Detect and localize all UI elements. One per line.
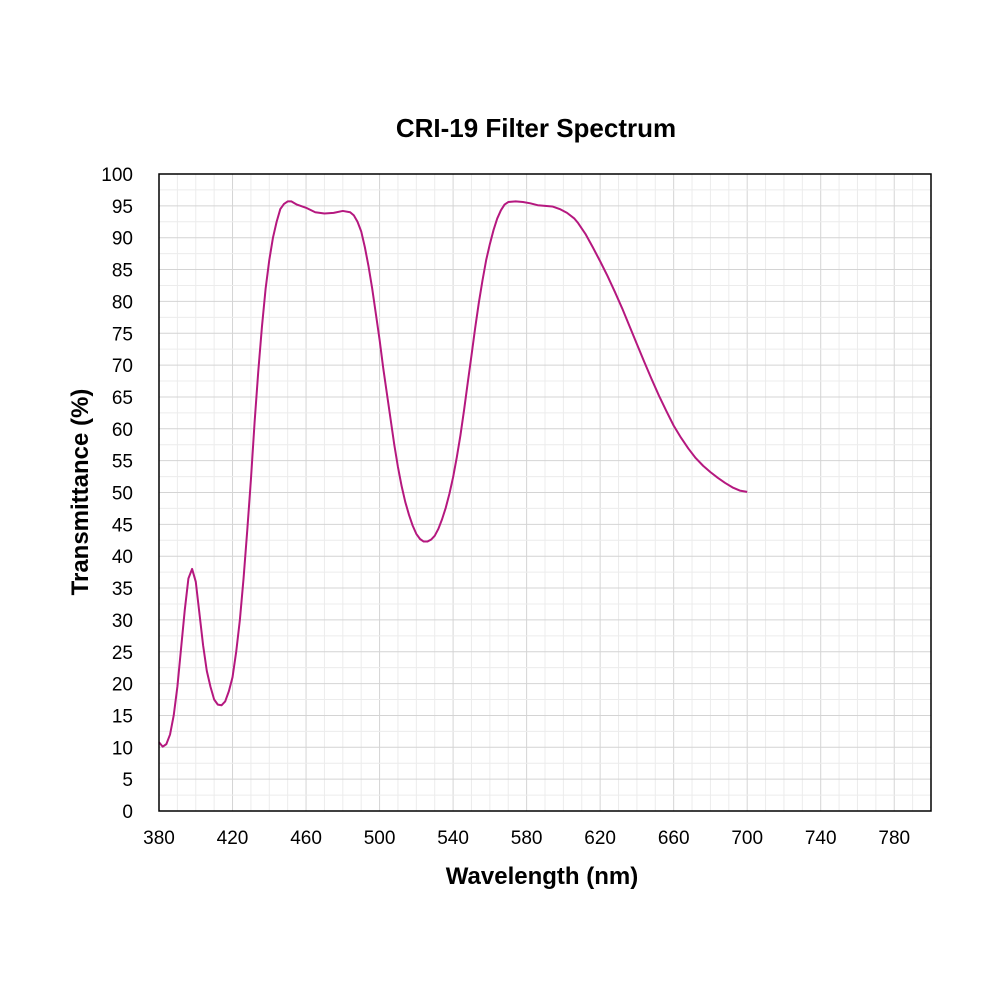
x-axis: 380 420 460 500 540 580 620 660 700 740 780	[143, 828, 910, 849]
y-tick-label: 45	[112, 515, 133, 536]
x-tick-label: 780	[878, 828, 910, 849]
y-tick-label: 5	[122, 770, 133, 791]
plot-series	[158, 200, 748, 748]
y-axis: 0 5 10 15 20 25 30 35 40 45 50 55 60 65 70 75 80 85 90 95 10…	[101, 165, 133, 823]
y-tick-label: 20	[112, 675, 133, 696]
y-tick-label: 15	[112, 706, 133, 727]
y-tick-label: 70	[112, 356, 133, 377]
x-tick-label: 580	[511, 828, 543, 849]
plot-frame	[158, 173, 932, 812]
y-tick-label: 0	[122, 802, 133, 823]
y-tick-label: 95	[112, 197, 133, 218]
grid	[158, 173, 932, 812]
x-tick-label: 740	[805, 828, 837, 849]
x-tick-label: 420	[217, 828, 249, 849]
x-tick-label: 700	[731, 828, 763, 849]
x-tick-label: 460	[290, 828, 322, 849]
x-tick-label: 380	[143, 828, 175, 849]
y-tick-label: 100	[101, 165, 133, 186]
y-tick-label: 25	[112, 643, 133, 664]
y-tick-label: 10	[112, 738, 133, 759]
x-tick-label: 620	[584, 828, 616, 849]
y-tick-label: 65	[112, 388, 133, 409]
y-tick-label: 30	[112, 611, 133, 632]
y-tick-label: 50	[112, 484, 133, 505]
y-tick-label: 35	[112, 579, 133, 600]
y-tick-label: 85	[112, 261, 133, 282]
transmittance-line	[158, 200, 748, 748]
y-tick-label: 75	[112, 324, 133, 345]
y-tick-label: 55	[112, 452, 133, 473]
x-tick-label: 660	[658, 828, 690, 849]
y-axis-title: Transmittance (%)	[67, 389, 94, 596]
x-tick-label: 500	[364, 828, 396, 849]
y-tick-label: 60	[112, 420, 133, 441]
chart-title: CRI-19 Filter Spectrum	[396, 113, 676, 143]
x-axis-title: Wavelength (nm)	[446, 863, 638, 890]
y-tick-label: 40	[112, 547, 133, 568]
x-tick-label: 540	[437, 828, 469, 849]
y-tick-label: 90	[112, 229, 133, 250]
y-tick-label: 80	[112, 292, 133, 313]
